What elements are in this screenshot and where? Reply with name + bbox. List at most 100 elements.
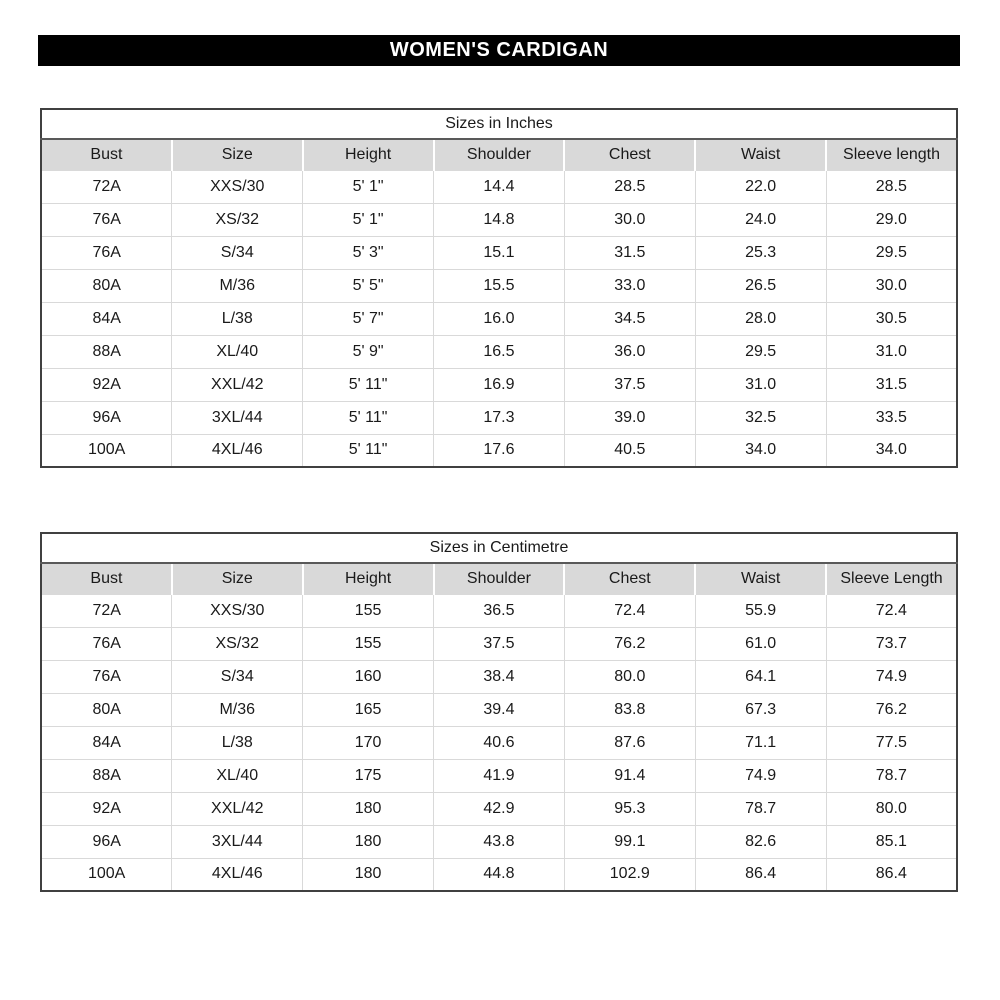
table-cell: 43.8 <box>433 824 565 859</box>
table-cell: 34.0 <box>825 433 958 468</box>
table-cell: 36.0 <box>563 334 696 369</box>
table-cell: 72.4 <box>825 593 958 628</box>
table-cell: 100A <box>40 857 173 892</box>
table-cell: 34.0 <box>694 433 827 468</box>
inches-grid: Sizes in Inches Bust Size Height Shoulder Ch… <box>40 108 958 468</box>
table-row: 76A S/34 5' 3" 15.1 31.5 25.3 29.5 <box>40 235 958 270</box>
table-cell: 92A <box>40 367 173 402</box>
table-cell: 16.9 <box>433 367 565 402</box>
table-cell: 5' 7" <box>302 301 435 336</box>
table-cell: 76A <box>40 626 173 661</box>
table-header-row: Bust Size Height Shoulder Chest Waist Sleeve L… <box>41 563 957 595</box>
table-cell: 17.6 <box>433 433 565 468</box>
column-header: Sleeve Length <box>825 563 957 595</box>
column-header: Height <box>301 139 435 171</box>
column-header: Waist <box>694 139 828 171</box>
table-cell: 3XL/44 <box>171 400 304 435</box>
table-cell: 25.3 <box>694 235 827 270</box>
table-cell: 31.0 <box>694 367 827 402</box>
table-cell: 15.1 <box>433 235 565 270</box>
table-cell: 3XL/44 <box>171 824 304 859</box>
table-body: 72A XXS/30 155 36.5 72.4 55.9 72.4 76A XS/32 155 3… <box>40 593 958 892</box>
table-cell: 80.0 <box>825 791 958 826</box>
table-cell: 28.5 <box>563 169 696 204</box>
table-cell: 15.5 <box>433 268 565 303</box>
table-row: 72A XXS/30 5' 1" 14.4 28.5 22.0 28.5 <box>40 169 958 204</box>
table-cell: XXL/42 <box>171 791 304 826</box>
column-header: Chest <box>563 139 697 171</box>
table-cell: 16.5 <box>433 334 565 369</box>
table-cell: XL/40 <box>171 334 304 369</box>
table-cell: 29.5 <box>694 334 827 369</box>
table-cell: 16.0 <box>433 301 565 336</box>
table-cell: 42.9 <box>433 791 565 826</box>
table-cell: S/34 <box>171 659 304 694</box>
table-cell: 175 <box>302 758 435 793</box>
table-cell: 44.8 <box>433 857 565 892</box>
table-cell: 77.5 <box>825 725 958 760</box>
table-row: 96A 3XL/44 5' 11" 17.3 39.0 32.5 33.5 <box>40 400 958 435</box>
table-cell: 55.9 <box>694 593 827 628</box>
table-row: 96A 3XL/44 180 43.8 99.1 82.6 85.1 <box>40 824 958 859</box>
table-cell: 22.0 <box>694 169 827 204</box>
table-cell: L/38 <box>171 725 304 760</box>
table-cell: 80.0 <box>563 659 696 694</box>
table-cell: 5' 1" <box>302 202 435 237</box>
table-cell: XXL/42 <box>171 367 304 402</box>
table-cell: 64.1 <box>694 659 827 694</box>
table-cell: 4XL/46 <box>171 433 304 468</box>
table-body: 72A XXS/30 5' 1" 14.4 28.5 22.0 28.5 76A XS/32 5'… <box>40 169 958 468</box>
table-cell: 100A <box>40 433 173 468</box>
table-cell: 61.0 <box>694 626 827 661</box>
table-cell: 29.5 <box>825 235 958 270</box>
table-cell: 155 <box>302 593 435 628</box>
table-cell: XXS/30 <box>171 593 304 628</box>
table-cell: 17.3 <box>433 400 565 435</box>
table-row: 100A 4XL/46 5' 11" 17.6 40.5 34.0 34.0 <box>40 433 958 468</box>
table-row: 88A XL/40 5' 9" 16.5 36.0 29.5 31.0 <box>40 334 958 369</box>
table-cell: 37.5 <box>433 626 565 661</box>
table-cell: 88A <box>40 334 173 369</box>
table-cell: 36.5 <box>433 593 565 628</box>
table-cell: 86.4 <box>694 857 827 892</box>
table-title-row: Sizes in Inches <box>41 109 957 140</box>
table-cell: 5' 9" <box>302 334 435 369</box>
table-cell: XS/32 <box>171 202 304 237</box>
column-header: Shoulder <box>432 139 566 171</box>
table-cell: 84A <box>40 301 173 336</box>
table-cell: 5' 3" <box>302 235 435 270</box>
table-cell: 180 <box>302 857 435 892</box>
table-cell: 72A <box>40 169 173 204</box>
table-cell: 80A <box>40 268 173 303</box>
table-cell: 28.0 <box>694 301 827 336</box>
column-header: Sleeve length <box>825 139 957 171</box>
table-header-row: Bust Size Height Shoulder Chest Waist Sleeve l… <box>41 139 957 171</box>
table-cell: 87.6 <box>563 725 696 760</box>
table-cell: 34.5 <box>563 301 696 336</box>
table-cell: 29.0 <box>825 202 958 237</box>
table-cell: 102.9 <box>563 857 696 892</box>
table-cell: 180 <box>302 791 435 826</box>
table-cell: 72A <box>40 593 173 628</box>
table-cell: 33.0 <box>563 268 696 303</box>
table-cell: 88A <box>40 758 173 793</box>
column-header: Size <box>170 563 304 595</box>
table-cell: 14.4 <box>433 169 565 204</box>
table-cell: 5' 11" <box>302 400 435 435</box>
table-row: 88A XL/40 175 41.9 91.4 74.9 78.7 <box>40 758 958 793</box>
table-cell: 76A <box>40 659 173 694</box>
table-row: 92A XXL/42 180 42.9 95.3 78.7 80.0 <box>40 791 958 826</box>
table-cell: 80A <box>40 692 173 727</box>
table-cell: 31.5 <box>563 235 696 270</box>
table-cell: 41.9 <box>433 758 565 793</box>
table-cell: 76.2 <box>563 626 696 661</box>
table-cell: 99.1 <box>563 824 696 859</box>
table-cell: 32.5 <box>694 400 827 435</box>
column-header: Shoulder <box>432 563 566 595</box>
table-cell: 37.5 <box>563 367 696 402</box>
table-cell: 155 <box>302 626 435 661</box>
table-cell: 24.0 <box>694 202 827 237</box>
table-cell: 76A <box>40 202 173 237</box>
table-cell: 71.1 <box>694 725 827 760</box>
